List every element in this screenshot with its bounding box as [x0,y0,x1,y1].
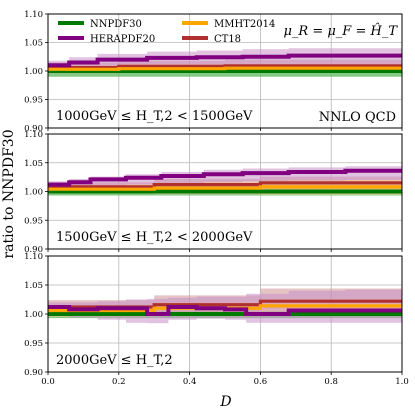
line-herapdf20 [48,305,402,316]
y-tick-label: 0.90 [24,368,43,378]
x-axis-label: D [219,394,231,410]
panels-group: 0.90 0.95 1.00 1.05 1.10 1000GeV ≤ H_T,2 < 15… [24,10,409,387]
order-label: NNLO QCD [319,110,396,125]
y-tick-label: 1.05 [24,39,43,49]
y-tick-label: 0.90 [24,124,43,134]
y-tick-label: 1.05 [24,281,43,291]
legend-label: CT18 [214,34,241,45]
y-tick-label: 1.10 [24,130,43,140]
y-tick-label: 1.00 [24,188,43,198]
legend-label: NNPDF30 [90,19,142,30]
y-tick-label: 1.00 [24,67,43,77]
x-tick-label: 0.6 [254,377,268,387]
y-tick-label: 0.95 [24,216,43,226]
panel-1: 0.90 0.95 1.00 1.05 1.10 1000GeV ≤ H_T,2 < 15… [24,10,403,134]
panel-label: 2000GeV ≤ H_T,2 [56,353,173,368]
line-ct18 [48,181,402,189]
line-mmht2014 [48,185,402,191]
series-group [48,48,402,77]
y-tick-label: 0.95 [24,96,43,106]
panel-2: 0.90 0.95 1.00 1.05 1.10 1500GeV ≤ H_T,2 < 20… [24,130,403,255]
x-tick-label: 0.8 [324,377,338,387]
x-tick-label: 0.0 [41,377,55,387]
legend-item-mmht2014: MMHT2014 [182,19,275,30]
legend-item-herapdf20: HERAPDF20 [58,34,155,45]
x-tick-label: 1.0 [395,377,409,387]
y-axis-label: ratio to NNPDF30 [1,129,17,258]
x-tick-label: 0.2 [112,377,126,387]
line-mmht2014 [48,66,402,71]
panel-label: 1500GeV ≤ H_T,2 < 2000GeV [56,230,253,245]
legend-item-ct18: CT18 [182,34,241,45]
x-tick-label: 0.4 [183,377,197,387]
line-herapdf20 [48,168,402,187]
scale-label: μ_R = μ_F = Ĥ_T [283,23,398,39]
line-herapdf20 [48,53,402,68]
y-tick-label: 1.10 [24,10,43,20]
series-group [48,166,402,196]
y-tick-label: 1.10 [24,252,43,262]
legend: NNPDF30 MMHT2014 HERAPDF20 CT18 [58,19,275,45]
y-tick-label: 0.95 [24,339,43,349]
y-tick-label: 0.90 [24,245,43,255]
legend-label: HERAPDF20 [90,34,155,45]
series-group [48,288,402,324]
panel-label: 1000GeV ≤ H_T,2 < 1500GeV [56,109,253,124]
y-tick-label: 1.05 [24,159,43,169]
y-tick-label: 1.00 [24,310,43,320]
legend-label: MMHT2014 [214,19,275,30]
panel-3: 0.90 0.95 1.00 1.05 1.10 0.0 0.2 0.4 0.6 0.8 1.0 20… [24,252,409,387]
line-ct18 [48,64,402,70]
legend-item-nnpdf30: NNPDF30 [58,19,142,30]
